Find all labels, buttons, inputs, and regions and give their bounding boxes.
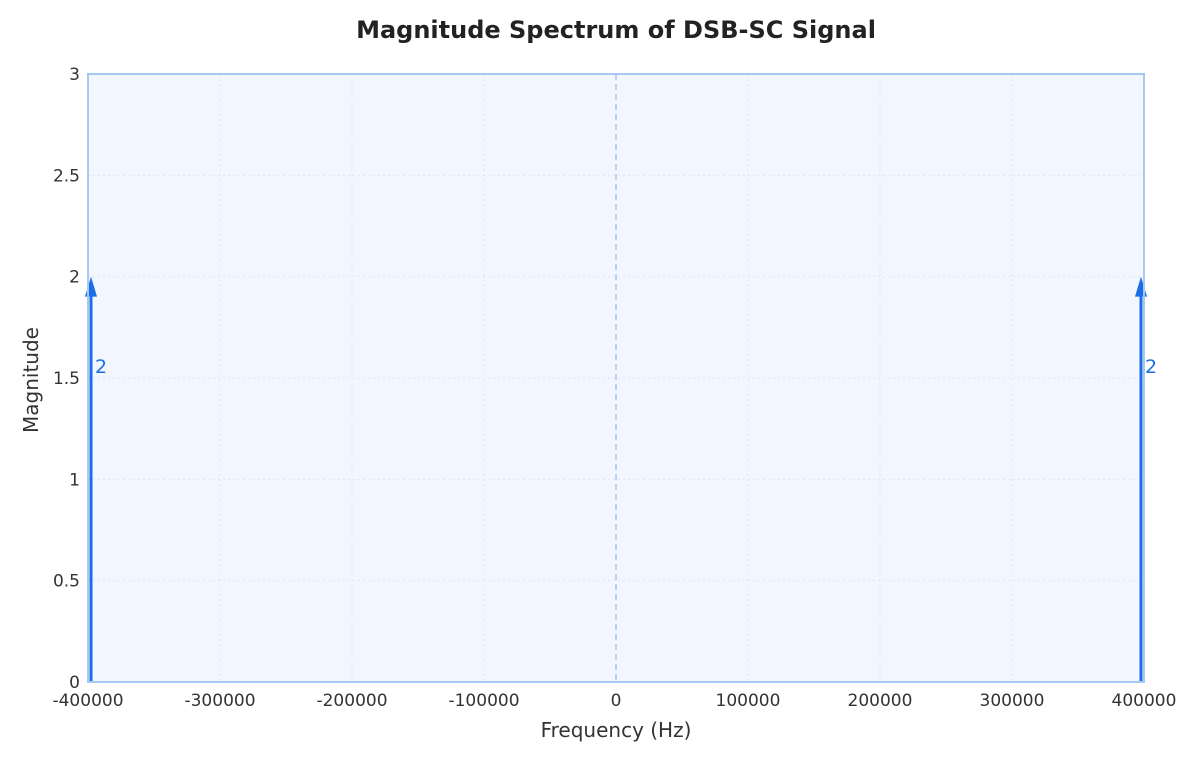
x-tick-label: 200000 — [848, 691, 913, 711]
y-tick-label: 1 — [69, 470, 80, 490]
stem-value-label: 2 — [95, 356, 107, 378]
y-tick-label: 1.5 — [53, 369, 80, 389]
y-tick-label: 2 — [69, 268, 80, 288]
x-axis-ticks: -400000 -300000 -200000 -100000 0 100000 20000… — [52, 691, 1176, 711]
x-tick-label: 0 — [611, 691, 622, 711]
x-tick-label: 100000 — [716, 691, 781, 711]
plot-border — [87, 73, 1145, 683]
x-tick-label: 300000 — [980, 691, 1045, 711]
stem-value-label: 2 — [1145, 356, 1157, 378]
y-tick-label: 0.5 — [53, 572, 80, 592]
y-tick-label: 3 — [69, 65, 80, 85]
x-tick-label: -100000 — [448, 691, 519, 711]
x-tick-label: 400000 — [1112, 691, 1177, 711]
x-tick-label: -200000 — [316, 691, 387, 711]
y-axis-ticks: 0 0.5 1 1.5 2 2.5 3 — [53, 65, 80, 693]
y-tick-label: 0 — [69, 673, 80, 693]
y-axis-label: Magnitude — [19, 327, 43, 433]
x-tick-label: -400000 — [52, 691, 123, 711]
x-axis-label: Frequency (Hz) — [541, 718, 692, 742]
x-tick-label: -300000 — [184, 691, 255, 711]
y-tick-label: 2.5 — [53, 166, 80, 186]
chart-title: Magnitude Spectrum of DSB-SC Signal — [356, 16, 876, 44]
